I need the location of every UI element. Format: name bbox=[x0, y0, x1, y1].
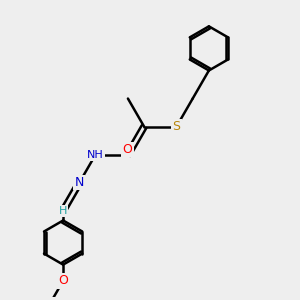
Text: N: N bbox=[75, 176, 84, 189]
Text: NH: NH bbox=[87, 150, 104, 160]
Text: O: O bbox=[58, 274, 68, 287]
Text: O: O bbox=[122, 143, 132, 156]
Text: H: H bbox=[59, 206, 67, 216]
Text: S: S bbox=[172, 120, 181, 133]
